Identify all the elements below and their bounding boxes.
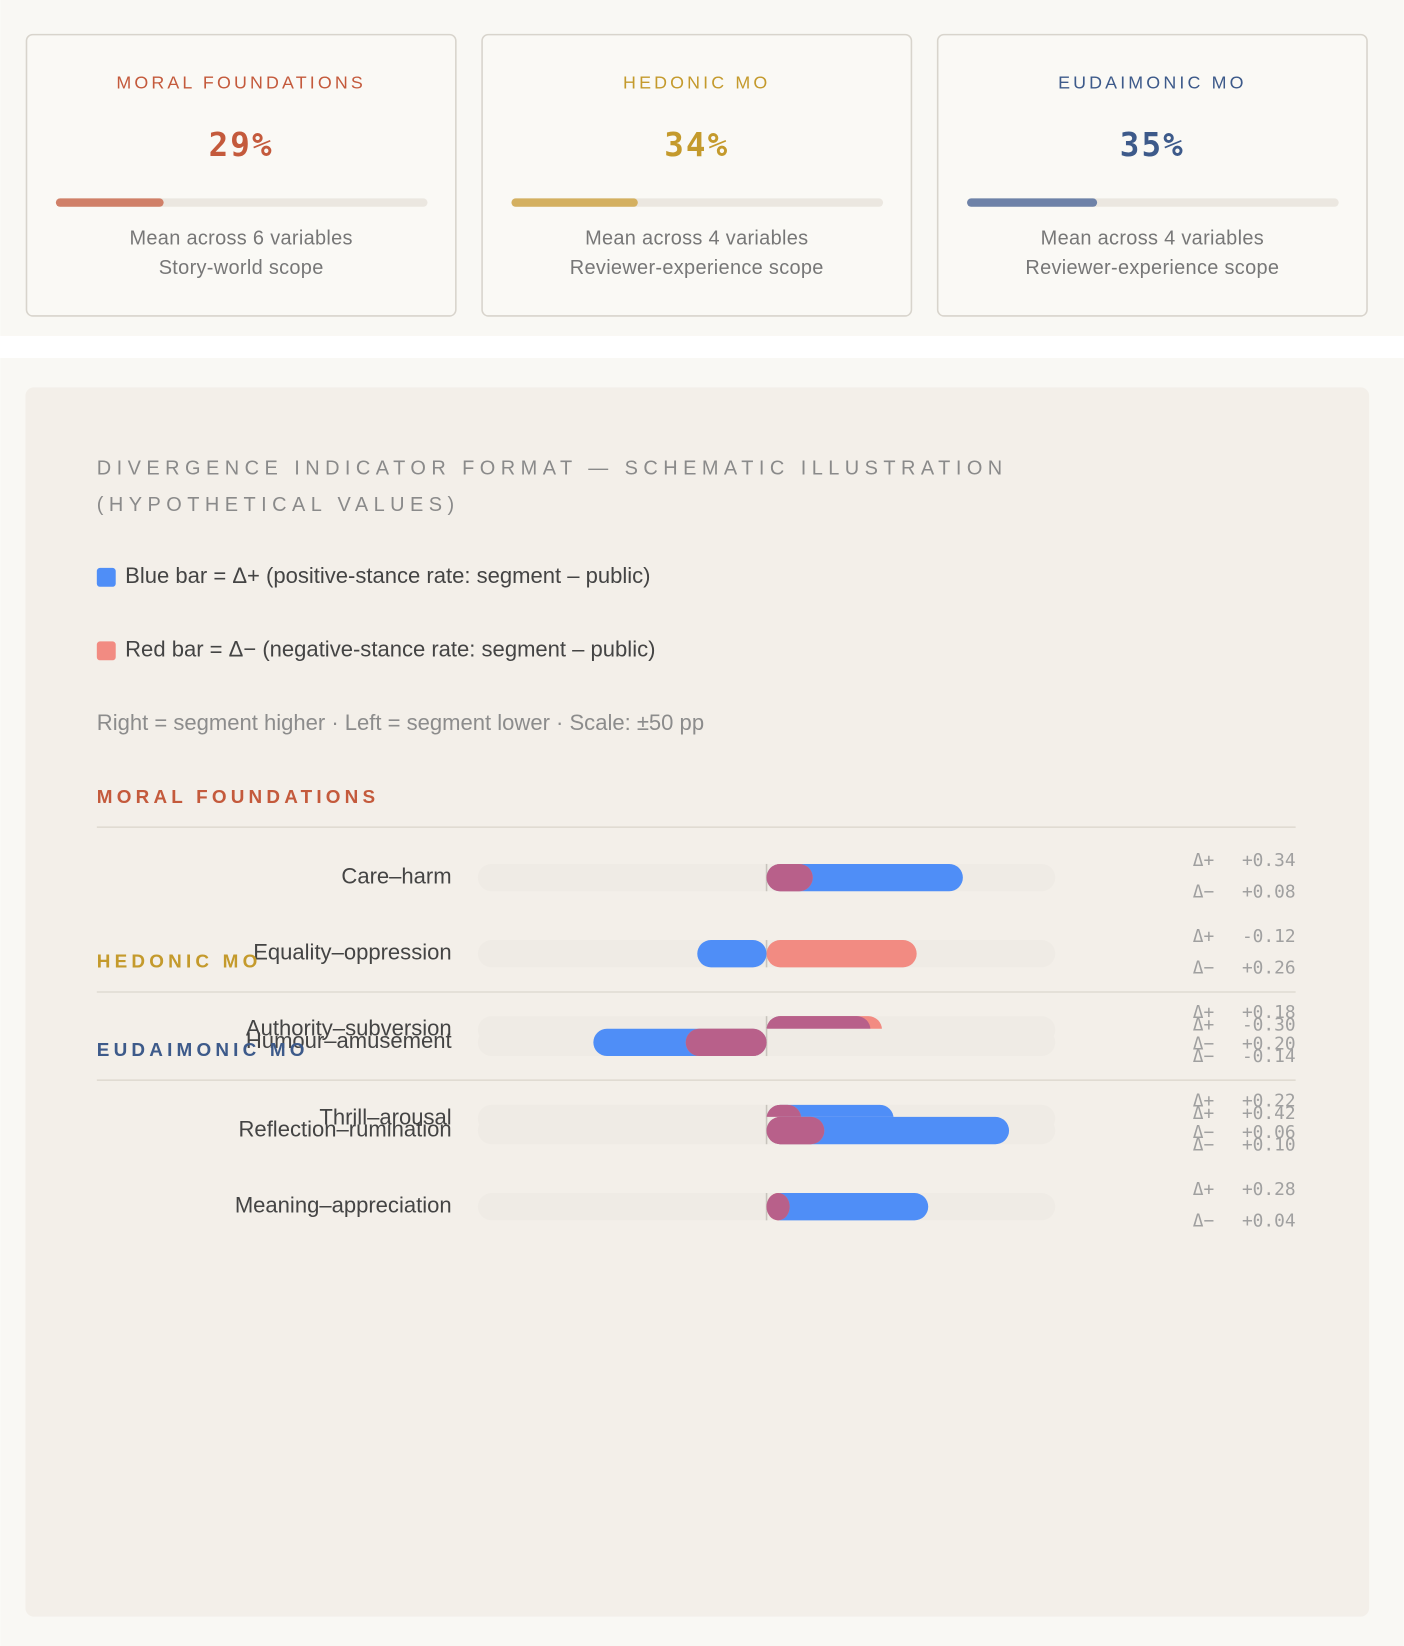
delta-value: +0.34 <box>1242 850 1296 871</box>
panel-title: (HYPOTHETICAL VALUES) <box>97 494 460 516</box>
delta-value: -0.12 <box>1242 926 1296 947</box>
row-label: Meaning–appreciation <box>235 1193 452 1218</box>
delta-value: +0.06 <box>1242 1122 1296 1143</box>
group-title: EUDAIMONIC MO <box>97 1040 309 1061</box>
delta-symbol: Δ+ <box>1193 1015 1214 1036</box>
delta-symbol: Δ+ <box>1193 1179 1214 1200</box>
delta-symbol: Δ− <box>1193 881 1214 902</box>
card-title: EUDAIMONIC MO <box>1058 73 1247 93</box>
card <box>936 33 1368 317</box>
delta-plus-bar <box>766 1116 1010 1145</box>
delta-value: -0.14 <box>1242 1046 1296 1067</box>
delta-value: -0.30 <box>1242 1015 1296 1036</box>
card-caption: Story-world scope <box>159 257 324 279</box>
delta-value: +0.42 <box>1242 1103 1296 1124</box>
group-title: HEDONIC MO <box>97 952 262 973</box>
overlap-bar <box>766 1116 825 1145</box>
delta-value: +0.20 <box>1242 1033 1296 1054</box>
delta-plus-bar <box>697 940 767 968</box>
card-caption: Reviewer-experience scope <box>570 257 824 279</box>
row-label: Authority–subversion <box>246 1016 452 1041</box>
row-label: Humour–amusement <box>246 1028 452 1053</box>
card-value: 29% <box>209 126 274 164</box>
delta-symbol: Δ+ <box>1193 1091 1214 1112</box>
legend-text: Red bar = Δ− (negative-stance rate: segm… <box>125 637 655 662</box>
progress-bar <box>55 198 164 207</box>
panel <box>25 387 1370 1617</box>
progress-bar <box>967 198 1098 207</box>
delta-value: +0.22 <box>1242 1091 1296 1112</box>
delta-symbol: Δ− <box>1193 1046 1214 1067</box>
delta-value: +0.18 <box>1242 1002 1296 1023</box>
delta-symbol: Δ− <box>1193 1210 1214 1231</box>
legend-text: Blue bar = Δ+ (positive-stance rate: seg… <box>125 563 650 588</box>
delta-value: +0.08 <box>1242 881 1296 902</box>
delta-symbol: Δ+ <box>1193 926 1214 947</box>
row-label: Care–harm <box>341 863 451 888</box>
card-title: MORAL FOUNDATIONS <box>116 73 366 93</box>
delta-symbol: Δ− <box>1193 957 1214 978</box>
delta-minus-bar <box>766 940 917 968</box>
card-value: 34% <box>664 126 729 164</box>
delta-value: +0.28 <box>1242 1179 1296 1200</box>
panel-title: DIVERGENCE INDICATOR FORMAT — SCHEMATIC … <box>97 458 1008 480</box>
scale-note: Right = segment higher · Left = segment … <box>97 710 704 735</box>
card-caption: Reviewer-experience scope <box>1025 257 1279 279</box>
delta-plus-bar <box>766 1193 929 1221</box>
legend-swatch <box>96 567 116 587</box>
row-label: Equality–oppression <box>253 940 451 965</box>
delta-symbol: Δ− <box>1193 1134 1214 1155</box>
delta-symbol: Δ+ <box>1193 1103 1214 1124</box>
card <box>481 33 913 317</box>
delta-plus-bar <box>766 863 963 892</box>
row-label: Thrill–arousal <box>319 1104 451 1129</box>
overlap-bar <box>766 1193 790 1221</box>
card-value: 35% <box>1120 126 1185 164</box>
delta-value: +0.04 <box>1242 1210 1296 1231</box>
group-title: MORAL FOUNDATIONS <box>97 787 380 808</box>
card-caption: Mean across 4 variables <box>585 228 808 250</box>
delta-symbol: Δ− <box>1193 1033 1214 1054</box>
row-label: Reflection–rumination <box>239 1116 452 1141</box>
delta-value: +0.10 <box>1242 1134 1296 1155</box>
card <box>25 33 457 317</box>
card-caption: Mean across 4 variables <box>1041 228 1264 250</box>
delta-symbol: Δ+ <box>1193 850 1214 871</box>
progress-bar <box>511 198 638 207</box>
legend-swatch <box>96 641 116 661</box>
overlap-bar <box>685 1028 767 1057</box>
overlap-bar <box>766 863 813 892</box>
delta-symbol: Δ− <box>1193 1122 1214 1143</box>
card-caption: Mean across 6 variables <box>129 228 352 250</box>
delta-value: +0.26 <box>1242 957 1296 978</box>
card-title: HEDONIC MO <box>623 73 770 93</box>
delta-symbol: Δ+ <box>1193 1002 1214 1023</box>
